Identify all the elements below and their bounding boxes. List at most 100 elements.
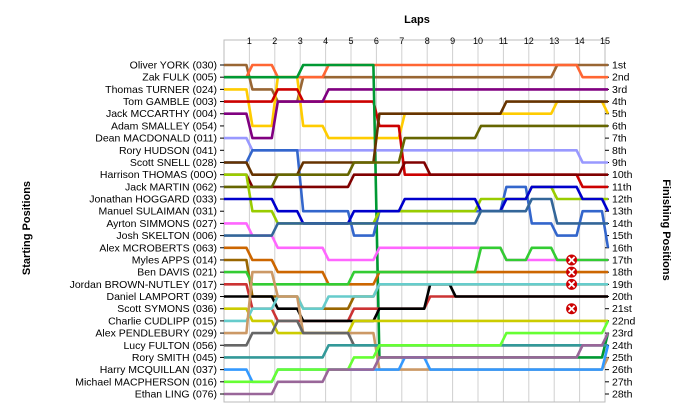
starting-driver-label: Ben DAVIS (021) bbox=[137, 267, 217, 279]
retired-x-icon bbox=[566, 303, 578, 315]
finishing-position-label: 17th bbox=[612, 254, 633, 266]
series-line bbox=[224, 283, 608, 323]
series-line bbox=[224, 185, 610, 225]
lap-tick-label: 15 bbox=[600, 36, 610, 46]
starting-driver-label: Harry MCQUILLAN (037) bbox=[100, 364, 217, 376]
series-line bbox=[224, 283, 608, 323]
finishing-position-label: 8th bbox=[612, 145, 627, 157]
lap-tick-label: 12 bbox=[524, 36, 534, 46]
series-line bbox=[224, 161, 608, 189]
starting-driver-label: Jonathan HOGGARD (033) bbox=[89, 194, 217, 206]
finishing-position-label: 26th bbox=[612, 364, 633, 376]
starting-driver-label: Zak FULK (005) bbox=[142, 72, 217, 84]
lap-tick-label: 6 bbox=[374, 36, 379, 46]
finishing-position-label: 28th bbox=[612, 389, 633, 401]
finishing-position-label: 24th bbox=[612, 340, 633, 352]
lap-tick-label: 1 bbox=[247, 36, 252, 46]
series-line bbox=[224, 246, 608, 286]
finishing-position-label: 4th bbox=[612, 96, 627, 108]
series-line bbox=[224, 197, 608, 237]
finishing-position-label: 7th bbox=[612, 133, 627, 145]
lap-tick-label: 13 bbox=[549, 36, 559, 46]
starting-driver-label: Jack MCCARTHY (004) bbox=[106, 108, 217, 120]
starting-driver-label: Alex MCROBERTS (063) bbox=[99, 242, 217, 254]
series-line bbox=[224, 344, 610, 384]
finishing-position-label: 19th bbox=[612, 279, 633, 291]
series-line bbox=[224, 320, 610, 384]
y-axis-left-title: Starting Positions bbox=[21, 181, 33, 275]
finishing-position-label: 21st bbox=[612, 303, 632, 315]
lap-tick-label: 9 bbox=[450, 36, 455, 46]
retired-x-icon bbox=[566, 278, 578, 290]
starting-position-labels: Oliver YORK (030)Zak FULK (005)Thomas TU… bbox=[70, 60, 217, 401]
finishing-position-label: 15th bbox=[612, 230, 633, 242]
finishing-position-label: 3rd bbox=[612, 84, 627, 96]
starting-driver-label: Rory HUDSON (041) bbox=[119, 145, 217, 157]
finishing-position-label: 13th bbox=[612, 206, 633, 218]
lap-tick-label: 5 bbox=[348, 36, 353, 46]
series-lines bbox=[224, 63, 610, 396]
finishing-position-label: 23rd bbox=[612, 328, 633, 340]
lap-tick-label: 4 bbox=[323, 36, 328, 46]
series-line bbox=[224, 307, 608, 335]
lap-tick-label: 2 bbox=[272, 36, 277, 46]
finishing-position-label: 9th bbox=[612, 157, 627, 169]
finishing-position-label: 5th bbox=[612, 108, 627, 120]
finishing-position-label: 10th bbox=[612, 169, 633, 181]
starting-driver-label: Oliver YORK (030) bbox=[130, 60, 217, 72]
retired-x-icon bbox=[566, 254, 578, 266]
starting-driver-label: Josh SKELTON (006) bbox=[116, 230, 217, 242]
starting-driver-label: Myles APPS (014) bbox=[132, 254, 217, 266]
series-line bbox=[224, 344, 608, 359]
starting-driver-label: Adam SMALLEY (054) bbox=[111, 120, 217, 132]
plot-frame bbox=[223, 39, 606, 403]
grid-lines bbox=[220, 39, 609, 403]
lap-tick-label: 14 bbox=[575, 36, 585, 46]
series-line bbox=[224, 75, 610, 140]
retirement-markers bbox=[566, 254, 578, 315]
starting-driver-label: Alex PENDLEBURY (029) bbox=[95, 328, 217, 340]
finishing-position-label: 1st bbox=[612, 60, 626, 72]
lap-tick-label: 11 bbox=[499, 36, 508, 46]
starting-driver-label: Jordan BROWN-NUTLEY (017) bbox=[70, 279, 217, 291]
finishing-position-label: 25th bbox=[612, 352, 633, 364]
series-line bbox=[224, 63, 608, 79]
starting-driver-label: Thomas TURNER (024) bbox=[105, 84, 217, 96]
starting-driver-label: Ethan LING (076) bbox=[135, 389, 217, 401]
starting-driver-label: Scott SYMONS (036) bbox=[117, 303, 217, 315]
starting-driver-label: Michael MACPHERSON (016) bbox=[75, 376, 217, 388]
series-line bbox=[224, 63, 608, 103]
series-line bbox=[224, 222, 608, 262]
starting-driver-label: Manuel SULAIMAN (031) bbox=[99, 206, 217, 218]
finishing-position-label: 14th bbox=[612, 218, 633, 230]
starting-driver-label: Scott SNELL (028) bbox=[130, 157, 217, 169]
finishing-position-label: 18th bbox=[612, 267, 633, 279]
finishing-position-label: 12th bbox=[612, 194, 633, 206]
x-axis-title: Laps bbox=[404, 14, 430, 26]
retired-x-icon bbox=[566, 266, 578, 278]
starting-driver-label: Harrison THOMAS (00O) bbox=[100, 169, 217, 181]
lap-tick-label: 7 bbox=[399, 36, 404, 46]
series-line bbox=[224, 124, 608, 189]
finishing-position-label: 20th bbox=[612, 291, 633, 303]
starting-driver-label: Rory SMITH (045) bbox=[132, 352, 217, 364]
finishing-position-label: 2nd bbox=[612, 72, 630, 84]
starting-driver-label: Dean MACDONALD (011) bbox=[95, 133, 217, 145]
starting-driver-label: Ayrton SIMMONS (027) bbox=[106, 218, 217, 230]
starting-driver-label: Tom GAMBLE (003) bbox=[123, 96, 217, 108]
lap-tick-labels: 1 2 3 4 5 6 7 8 9 10 11 12 13 14 15 bbox=[247, 36, 610, 46]
finishing-position-labels: 1st2nd3rd4th5th6th7th8th9th10th11th12th1… bbox=[612, 60, 636, 401]
starting-driver-label: Lucy FULTON (056) bbox=[123, 340, 217, 352]
lap-tick-label: 8 bbox=[425, 36, 430, 46]
finishing-position-label: 16th bbox=[612, 242, 633, 254]
series-line bbox=[224, 88, 608, 140]
series-line bbox=[224, 332, 610, 396]
y-axis-right-title: Finishing Positions bbox=[660, 179, 672, 280]
finishing-position-label: 6th bbox=[612, 120, 627, 132]
finishing-position-label: 27th bbox=[612, 376, 633, 388]
lap-tick-label: 10 bbox=[473, 36, 483, 46]
lap-tick-label: 3 bbox=[298, 36, 303, 46]
finishing-position-label: 22nd bbox=[612, 315, 636, 327]
series-line bbox=[224, 246, 608, 286]
